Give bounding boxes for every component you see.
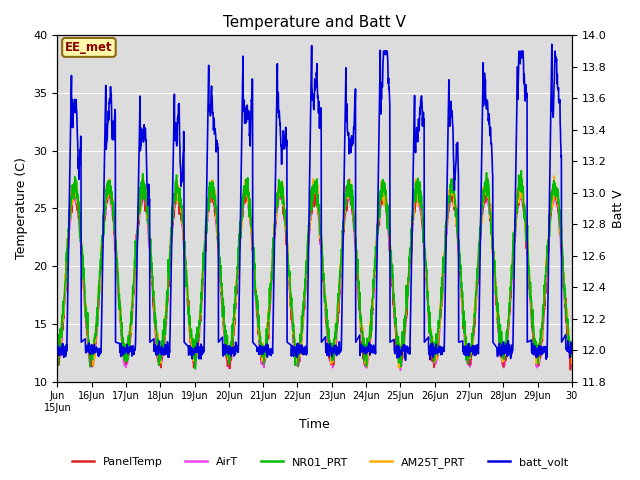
NR01_PRT xyxy=(518,168,525,173)
NR01_PRT xyxy=(568,353,576,359)
Line: AirT: AirT xyxy=(58,192,572,371)
Line: NR01_PRT: NR01_PRT xyxy=(58,170,572,369)
AM25T_PRT xyxy=(465,345,472,351)
PanelTemp xyxy=(54,347,61,353)
AM25T_PRT xyxy=(523,230,531,236)
PanelTemp xyxy=(568,353,576,359)
batt_volt xyxy=(523,94,531,99)
AirT xyxy=(340,222,348,228)
AM25T_PRT xyxy=(537,338,545,344)
batt_volt xyxy=(568,348,576,353)
AirT xyxy=(464,361,472,367)
PanelTemp xyxy=(566,367,574,373)
Title: Temperature and Batt V: Temperature and Batt V xyxy=(223,15,406,30)
AM25T_PRT xyxy=(568,359,576,365)
NR01_PRT xyxy=(464,360,472,366)
NR01_PRT xyxy=(191,366,199,372)
PanelTemp xyxy=(484,176,492,181)
NR01_PRT xyxy=(537,331,545,337)
Text: EE_met: EE_met xyxy=(65,41,113,54)
AirT xyxy=(54,358,61,363)
Line: AM25T_PRT: AM25T_PRT xyxy=(58,175,572,368)
AM25T_PRT xyxy=(395,365,403,371)
Line: PanelTemp: PanelTemp xyxy=(58,179,572,370)
NR01_PRT xyxy=(330,344,337,350)
PanelTemp xyxy=(523,239,531,244)
batt_volt xyxy=(548,41,556,47)
AM25T_PRT xyxy=(54,345,61,350)
PanelTemp xyxy=(340,216,348,222)
AM25T_PRT xyxy=(340,204,348,210)
batt_volt xyxy=(402,358,410,363)
X-axis label: Time: Time xyxy=(300,419,330,432)
AirT xyxy=(516,189,524,195)
AM25T_PRT xyxy=(139,172,147,178)
batt_volt xyxy=(54,342,61,348)
Y-axis label: Batt V: Batt V xyxy=(612,189,625,228)
Y-axis label: Temperature (C): Temperature (C) xyxy=(15,157,28,259)
NR01_PRT xyxy=(197,309,205,315)
PanelTemp xyxy=(537,341,545,347)
AirT xyxy=(537,344,545,349)
Legend: PanelTemp, AirT, NR01_PRT, AM25T_PRT, batt_volt: PanelTemp, AirT, NR01_PRT, AM25T_PRT, ba… xyxy=(68,452,572,472)
NR01_PRT xyxy=(523,231,531,237)
batt_volt xyxy=(340,166,348,172)
batt_volt xyxy=(464,342,472,348)
PanelTemp xyxy=(197,312,205,317)
AirT xyxy=(568,364,576,370)
AM25T_PRT xyxy=(197,301,205,307)
Line: batt_volt: batt_volt xyxy=(58,44,572,360)
AM25T_PRT xyxy=(330,347,337,352)
PanelTemp xyxy=(329,359,337,364)
NR01_PRT xyxy=(54,348,61,354)
batt_volt xyxy=(197,341,205,347)
batt_volt xyxy=(537,345,545,351)
batt_volt xyxy=(329,349,337,355)
AirT xyxy=(523,242,531,248)
AirT xyxy=(197,316,205,322)
AirT xyxy=(329,362,337,368)
NR01_PRT xyxy=(340,208,348,214)
PanelTemp xyxy=(464,356,472,361)
AirT xyxy=(397,368,404,373)
